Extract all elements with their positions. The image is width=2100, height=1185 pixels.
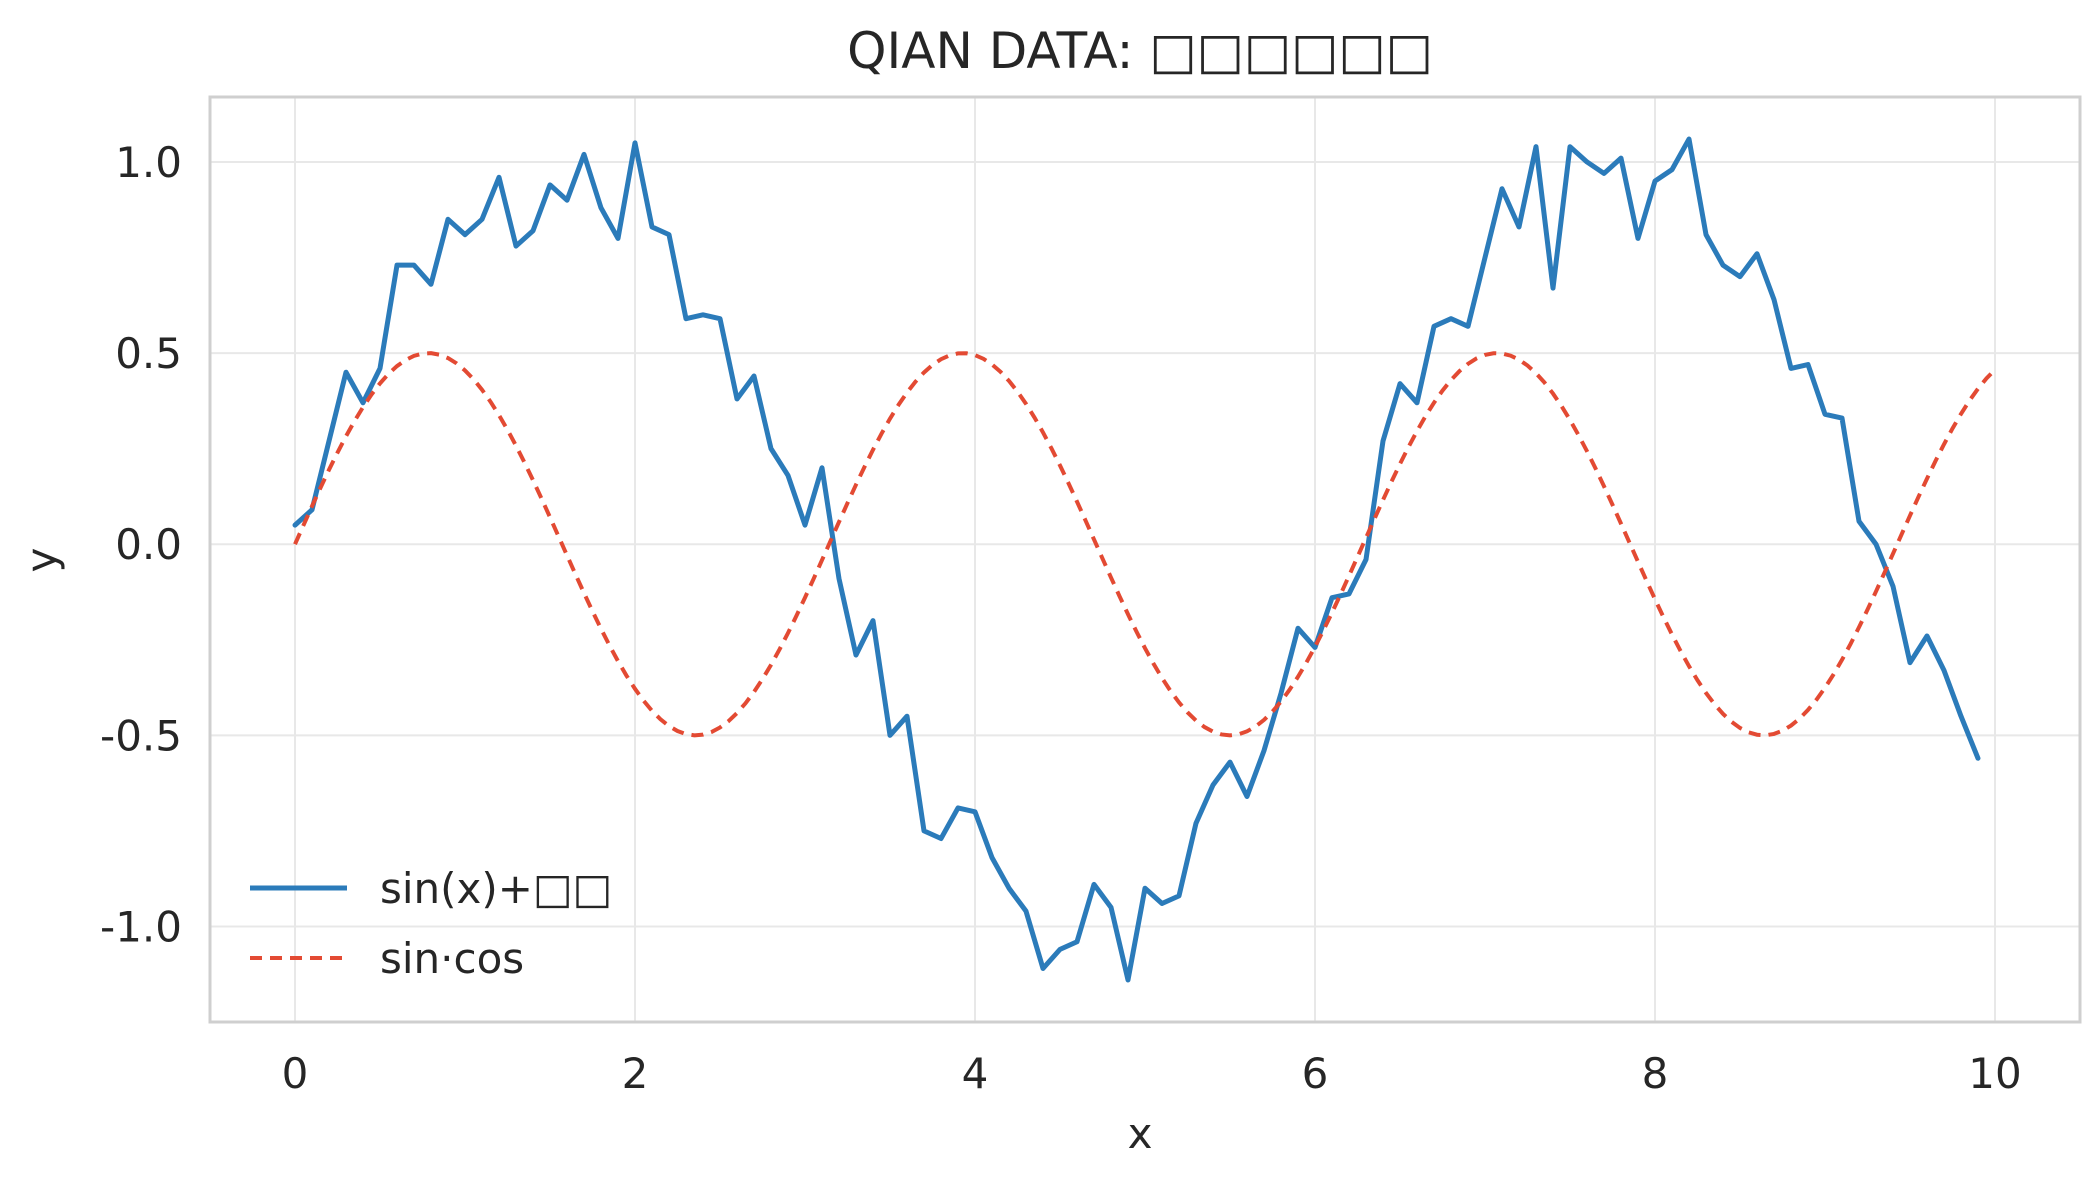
- legend-sin-noise-label: sin(x)+□□: [380, 864, 612, 913]
- sincos-series-line: [293, 351, 1997, 738]
- legend-sincos-label: sin·cos: [380, 934, 524, 983]
- x-tick-label-6: 6: [1302, 1049, 1329, 1098]
- y-axis-label: y: [17, 548, 66, 573]
- x-axis-label: x: [1128, 1109, 1153, 1158]
- sin-noise-series-line: [292, 136, 1981, 983]
- gridlines: [210, 97, 2080, 1022]
- x-tick-label-0: 0: [282, 1049, 309, 1098]
- x-tick-label-10: 10: [1968, 1049, 2021, 1098]
- y-tick-label-0.5: 0.5: [115, 329, 182, 378]
- y-tick-label--1.0: -1.0: [100, 902, 182, 951]
- plot-area-frame: [208, 95, 2082, 1024]
- legend: sin(x)+□□ sin·cos: [250, 864, 612, 983]
- y-tick-label-0.0: 0.0: [115, 520, 182, 569]
- x-tick-label-8: 8: [1642, 1049, 1669, 1098]
- y-tick-label-1.0: 1.0: [115, 138, 182, 187]
- chart-title: QIAN DATA: □□□□□□: [847, 22, 1433, 80]
- x-tick-label-2: 2: [622, 1049, 649, 1098]
- ticks-layer: 0 2 4 6 8 10 1.0 0.5 0.0 -0.5 -1.0: [100, 138, 2022, 1098]
- series-layer: [292, 136, 1997, 983]
- x-tick-label-4: 4: [962, 1049, 989, 1098]
- y-tick-label--0.5: -0.5: [100, 711, 182, 760]
